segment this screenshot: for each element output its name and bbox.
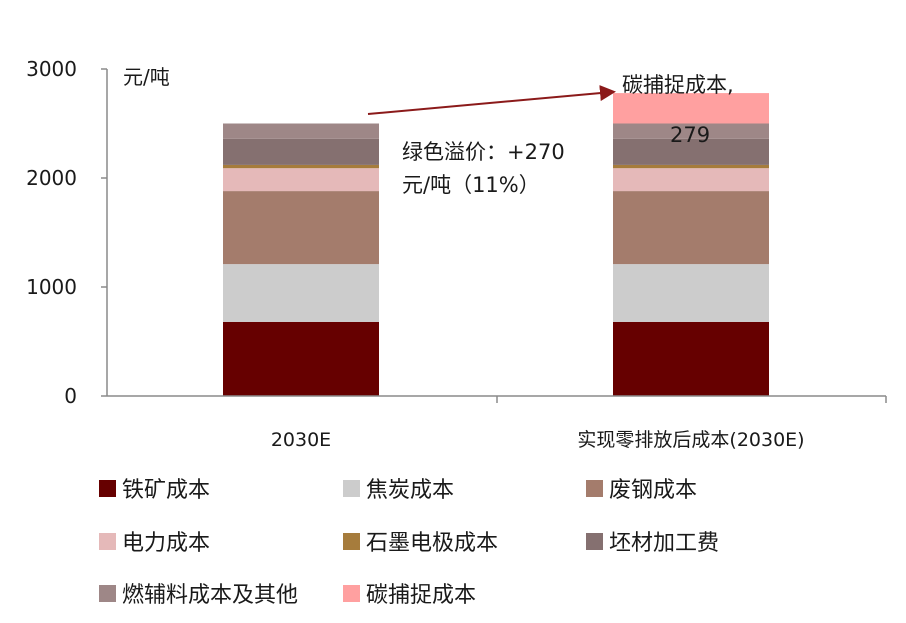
green-premium-label-line1: 绿色溢价：+270 (402, 140, 565, 164)
bar-segment (223, 321, 379, 396)
legend-swatch (343, 480, 360, 497)
legend-label: 铁矿成本 (122, 478, 210, 503)
bar-segment (613, 123, 769, 139)
bar-segment (223, 123, 379, 139)
legend-swatch (99, 533, 116, 550)
y-tick-label: 2000 (26, 166, 77, 190)
legend-swatch (343, 585, 360, 602)
x-category-label: 实现零排放后成本(2030E) (577, 429, 804, 451)
y-tick-label: 0 (64, 384, 77, 408)
legend-label: 碳捕捉成本 (366, 583, 476, 608)
carbon-capture-label-line2: 279 (670, 123, 710, 147)
bar-segment (223, 168, 379, 192)
legend-label: 燃辅料成本及其他 (122, 583, 298, 608)
legend-label: 坯材加工费 (609, 531, 719, 556)
x-category-label: 2030E (271, 429, 331, 451)
y-axis-label: 元/吨 (123, 65, 170, 89)
legend-swatch (99, 585, 116, 602)
bar-segment (613, 93, 769, 124)
bars-group (223, 93, 769, 396)
bar-segment (613, 168, 769, 192)
bar-segment (613, 191, 769, 265)
y-tick-label: 3000 (26, 57, 77, 81)
legend-label: 焦炭成本 (366, 478, 454, 503)
legend-swatch (586, 533, 603, 550)
legend-swatch (343, 533, 360, 550)
y-tick-label: 1000 (26, 275, 77, 299)
bar-segment (223, 164, 379, 169)
bar-segment (613, 138, 769, 165)
bar-segment (613, 321, 769, 396)
legend-label: 废钢成本 (609, 478, 697, 503)
axes-group: 0 1000 2000 3000 2030E 实现零排放后成本(2030E) (26, 57, 887, 451)
legend-label: 电力成本 (122, 531, 210, 556)
legend-swatch (586, 480, 603, 497)
carbon-capture-label-line1: 碳捕捉成本, (622, 73, 734, 97)
legend-swatch (99, 480, 116, 497)
legend-label: 石墨电极成本 (366, 531, 498, 556)
bar-segment (223, 264, 379, 322)
bar-segment (613, 164, 769, 169)
bar-segment (613, 264, 769, 322)
bar-segment (223, 138, 379, 165)
green-premium-label-line2: 元/吨（11%） (402, 173, 540, 197)
green-premium-arrow (367, 85, 616, 115)
bar-segment (223, 191, 379, 265)
